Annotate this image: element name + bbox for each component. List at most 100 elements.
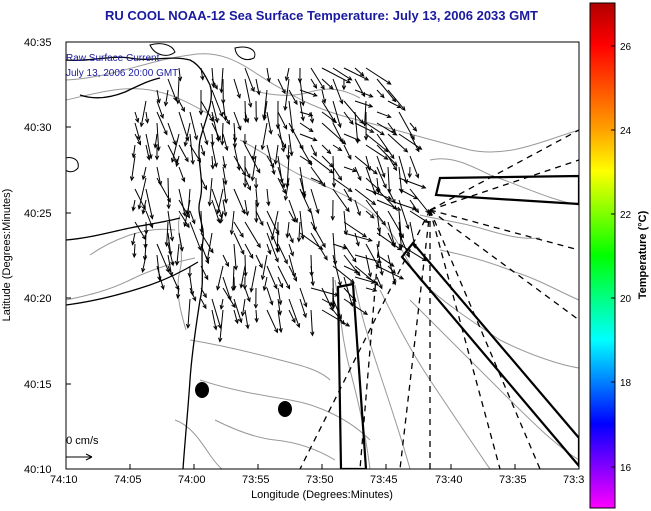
current-vector — [376, 89, 385, 98]
current-vector — [288, 232, 294, 243]
current-vector — [165, 89, 169, 106]
current-vector — [299, 287, 307, 307]
current-vector-head — [210, 164, 215, 170]
current-vector-head — [240, 249, 245, 256]
current-vector — [299, 133, 317, 141]
current-vector — [200, 100, 214, 122]
current-vector-head — [224, 146, 229, 152]
current-vector — [332, 122, 344, 143]
current-vector — [233, 188, 246, 214]
current-vector-head — [220, 140, 225, 146]
current-vector-head — [279, 283, 284, 289]
current-vector — [200, 122, 208, 145]
x-tick-label: 73:3 — [563, 474, 584, 486]
current-vector-head — [273, 284, 278, 290]
current-vector-head — [315, 209, 320, 215]
current-vector-head — [250, 87, 255, 93]
current-vector — [387, 166, 390, 193]
coastline — [66, 56, 212, 469]
x-tick-label: 74:00 — [178, 474, 206, 486]
current-vector — [177, 78, 180, 104]
current-vector — [156, 89, 160, 103]
current-vector — [321, 309, 350, 327]
y-tick-label: 40:35 — [24, 37, 52, 49]
current-vector-head — [164, 242, 169, 248]
current-vector — [261, 122, 268, 150]
current-vector — [132, 199, 136, 211]
current-vector — [376, 155, 385, 178]
current-vector — [211, 78, 218, 90]
radar-beams — [299, 129, 579, 469]
current-vector-head — [312, 92, 318, 97]
current-vector-head — [270, 162, 275, 168]
current-vector-head — [352, 257, 357, 263]
y-tick-label: 40:30 — [24, 122, 52, 134]
current-vector — [376, 265, 404, 280]
current-vector-head — [372, 287, 378, 292]
current-vector — [276, 221, 279, 253]
current-vector — [365, 166, 376, 195]
current-vector-head — [144, 118, 150, 124]
current-vector — [288, 100, 294, 133]
station-dot — [195, 382, 209, 398]
current-vector — [211, 100, 218, 123]
x-tick-label: 73:50 — [306, 474, 334, 486]
current-vector-head — [280, 147, 286, 153]
current-vector — [233, 232, 245, 255]
scale-arrow — [66, 453, 93, 461]
current-vector — [354, 100, 373, 108]
current-vector — [233, 111, 242, 130]
current-vector-head — [216, 135, 221, 141]
current-vector — [364, 100, 367, 126]
current-vector-head — [239, 232, 244, 238]
current-vector — [263, 89, 268, 119]
current-vector — [376, 254, 394, 267]
current-vector-head — [300, 116, 305, 122]
current-vector-head — [231, 303, 236, 309]
current-vector-head — [275, 230, 280, 236]
current-vector-head — [214, 118, 219, 124]
y-tick-label: 40:20 — [24, 293, 52, 305]
current-vector — [376, 166, 387, 188]
current-vector-head — [405, 224, 410, 230]
current-vector-head — [364, 76, 370, 81]
current-vector — [167, 232, 172, 255]
current-vector — [140, 100, 147, 127]
current-vector — [287, 144, 290, 159]
current-vector — [211, 89, 223, 117]
current-vector-head — [241, 209, 246, 215]
current-vector — [332, 144, 342, 151]
current-vector — [354, 89, 373, 98]
station-dot — [278, 401, 292, 417]
current-vector — [354, 254, 382, 263]
current-vector-head — [283, 106, 288, 112]
current-vector — [321, 298, 334, 306]
current-vector — [171, 133, 180, 163]
current-vector — [156, 166, 162, 186]
current-vector-head — [243, 118, 248, 124]
current-vector — [187, 298, 191, 328]
current-vector — [132, 232, 136, 245]
current-vector-head — [149, 223, 154, 229]
islands — [66, 43, 256, 173]
current-vector-head — [283, 195, 289, 202]
colorbar-tick-label: 20 — [620, 294, 632, 305]
current-vector — [211, 188, 223, 218]
current-vector-head — [332, 118, 338, 124]
current-vector — [310, 265, 314, 286]
current-vector — [222, 177, 227, 203]
current-vector — [252, 144, 257, 160]
colorbar-tick-label: 26 — [620, 42, 632, 53]
colorbar-tick-labels: 26 24 22 20 18 16 — [620, 42, 632, 474]
current-vector-head — [166, 204, 171, 210]
current-vector — [167, 210, 173, 241]
current-vector — [142, 166, 147, 180]
current-vector — [156, 111, 168, 135]
current-vector — [277, 111, 288, 130]
current-vector-head — [415, 173, 420, 179]
current-vector-head — [407, 173, 412, 179]
current-vector — [409, 188, 430, 214]
current-vector-head — [267, 249, 272, 255]
current-vector — [299, 298, 307, 318]
current-vector — [244, 78, 252, 107]
